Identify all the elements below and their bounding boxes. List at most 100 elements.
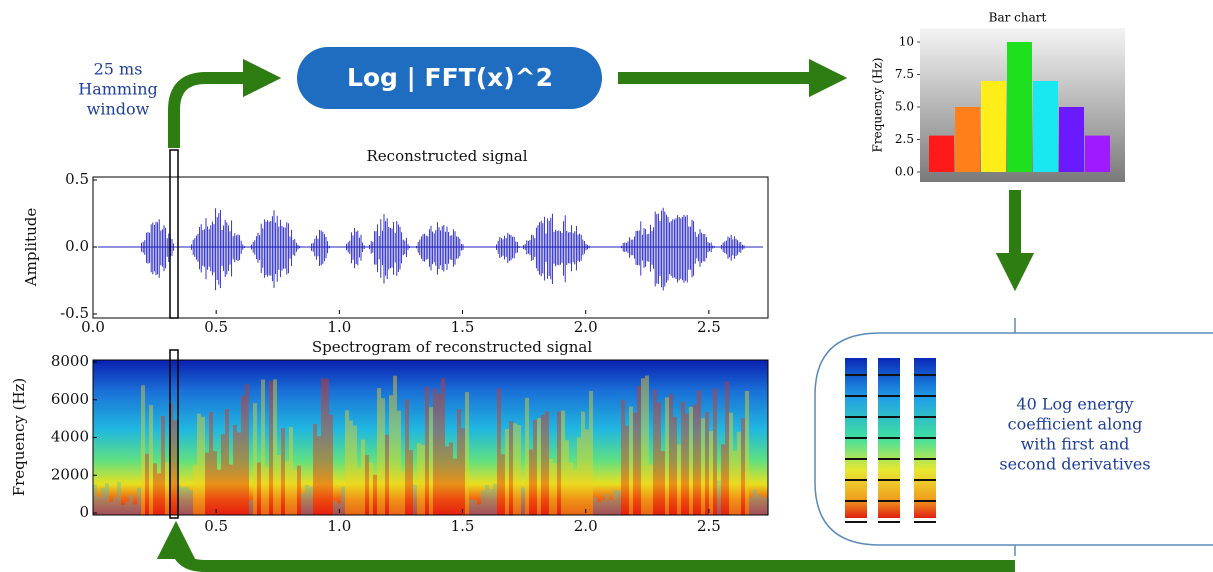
y-tick-label: -0.5 bbox=[60, 304, 89, 322]
y-tick-label: 4000 bbox=[51, 428, 89, 446]
spectrogram-column bbox=[385, 435, 389, 515]
y-tick-label: 0 bbox=[79, 503, 89, 521]
x-tick-label: 2.5 bbox=[697, 318, 721, 336]
spectrogram-column bbox=[297, 466, 301, 515]
spectrogram-column bbox=[165, 462, 169, 515]
spectrogram-column bbox=[753, 490, 757, 515]
spectrogram-column bbox=[361, 440, 365, 515]
spectrogram-column bbox=[745, 391, 749, 515]
spectrogram-column bbox=[749, 497, 753, 515]
x-tick-label: 2.0 bbox=[574, 318, 598, 336]
spectrogram-column bbox=[613, 490, 617, 515]
spectrogram-column bbox=[325, 379, 329, 515]
spectrogram-column bbox=[597, 502, 601, 515]
spectrogram-column bbox=[197, 414, 201, 515]
spectrogram-column bbox=[625, 426, 629, 515]
spectrogram-column bbox=[201, 417, 205, 515]
spectrogram-column bbox=[521, 487, 525, 515]
spectrogram-column bbox=[665, 397, 669, 515]
spectrogram-column bbox=[389, 395, 393, 515]
spectrogram-column bbox=[537, 418, 541, 515]
spectrogram-column bbox=[97, 497, 101, 515]
spectrogram-column bbox=[417, 443, 421, 515]
spectrogram-column bbox=[281, 428, 285, 515]
spectrogram-column bbox=[525, 398, 529, 515]
spectrogram-column bbox=[381, 398, 385, 515]
spectrogram-column bbox=[125, 502, 129, 515]
x-tick-label: 2.5 bbox=[697, 517, 721, 535]
spectrogram-column bbox=[697, 390, 701, 515]
x-tick-label: 1.0 bbox=[327, 318, 351, 336]
spectrogram-column bbox=[397, 411, 401, 515]
spectrogram-column bbox=[609, 500, 613, 515]
spectrogram-column bbox=[761, 497, 765, 515]
x-tick-label: 1.5 bbox=[451, 318, 475, 336]
spectrogram-column bbox=[257, 462, 261, 515]
bar bbox=[1007, 42, 1032, 172]
spectrogram-column bbox=[137, 488, 141, 515]
spectrogram-column bbox=[661, 451, 665, 515]
spectrogram-column bbox=[225, 409, 229, 515]
spectrogram-column bbox=[561, 411, 565, 515]
y-tick-label: 0.0 bbox=[65, 237, 89, 255]
spectrogram-column bbox=[433, 388, 437, 515]
spectrogram-column bbox=[545, 411, 549, 515]
spectrogram-column bbox=[141, 385, 145, 515]
spectrogram-column bbox=[633, 413, 637, 515]
spectrogram-column bbox=[497, 388, 501, 515]
spectrogram-column bbox=[649, 465, 653, 515]
x-tick-label: 1.0 bbox=[327, 517, 351, 535]
bar bbox=[981, 81, 1006, 172]
spectrogram-column bbox=[729, 413, 733, 515]
spectrogram-column bbox=[449, 443, 453, 515]
coeff-line: second derivatives bbox=[999, 455, 1150, 474]
y-tick-label: 0.5 bbox=[65, 170, 89, 188]
spectrogram-column bbox=[289, 427, 293, 515]
coeff-text: 40 Log energy coefficient along with fir… bbox=[999, 395, 1150, 474]
spectrogram-column bbox=[425, 387, 429, 515]
spectrogram-column bbox=[645, 376, 649, 515]
spectrogram-column bbox=[189, 490, 193, 515]
spectrogram-column bbox=[585, 429, 589, 515]
spectrogram-column bbox=[313, 424, 317, 515]
spectrogram-column bbox=[529, 450, 533, 515]
spectrogram-column bbox=[409, 450, 413, 515]
spectrogram-column bbox=[285, 461, 289, 515]
spectrogram-column bbox=[573, 470, 577, 515]
spectrogram-column bbox=[601, 500, 605, 515]
spectrogram-column bbox=[209, 412, 213, 515]
waveform-chart: Reconstructed signalAmplitude0.00.51.01.… bbox=[22, 147, 768, 336]
y-tick-label: 2.5 bbox=[895, 132, 914, 146]
y-tick-label: 5.0 bbox=[895, 100, 914, 114]
spectrogram-column bbox=[301, 493, 305, 515]
spectrogram-column bbox=[557, 412, 561, 515]
spectrogram-column bbox=[221, 434, 225, 515]
spectrogram-column bbox=[121, 505, 125, 515]
spectrogram-column bbox=[541, 415, 545, 515]
spectrogram-column bbox=[317, 436, 321, 515]
spectrogram-column bbox=[245, 384, 249, 515]
spectrogram-column bbox=[445, 446, 449, 515]
spectrogram-column bbox=[473, 500, 477, 515]
spectrogram-column bbox=[517, 425, 521, 515]
spectrogram-column bbox=[157, 473, 161, 515]
spectrogram-column bbox=[565, 440, 569, 515]
y-tick-label: 2000 bbox=[51, 465, 89, 483]
spectrogram-column bbox=[465, 392, 469, 515]
spectrogram-column bbox=[637, 386, 641, 515]
spectrogram-column bbox=[489, 489, 493, 515]
spectrogram-column bbox=[377, 388, 381, 515]
fft-label: Log | FFT(x)^2 bbox=[347, 63, 553, 92]
spectrogram-column bbox=[469, 499, 473, 515]
spectrogram-column bbox=[685, 414, 689, 515]
spectrogram-column bbox=[309, 487, 313, 515]
spectrogram-column bbox=[689, 407, 693, 515]
spectrogram-column bbox=[721, 444, 725, 515]
spectrogram-column bbox=[457, 409, 461, 515]
spectrogram-column bbox=[657, 403, 661, 515]
spectrogram-column bbox=[577, 437, 581, 515]
spectrogram-column bbox=[605, 494, 609, 515]
spectrogram-column bbox=[709, 431, 713, 515]
spectrogram-column bbox=[129, 495, 133, 515]
spectrogram-column bbox=[185, 487, 189, 515]
